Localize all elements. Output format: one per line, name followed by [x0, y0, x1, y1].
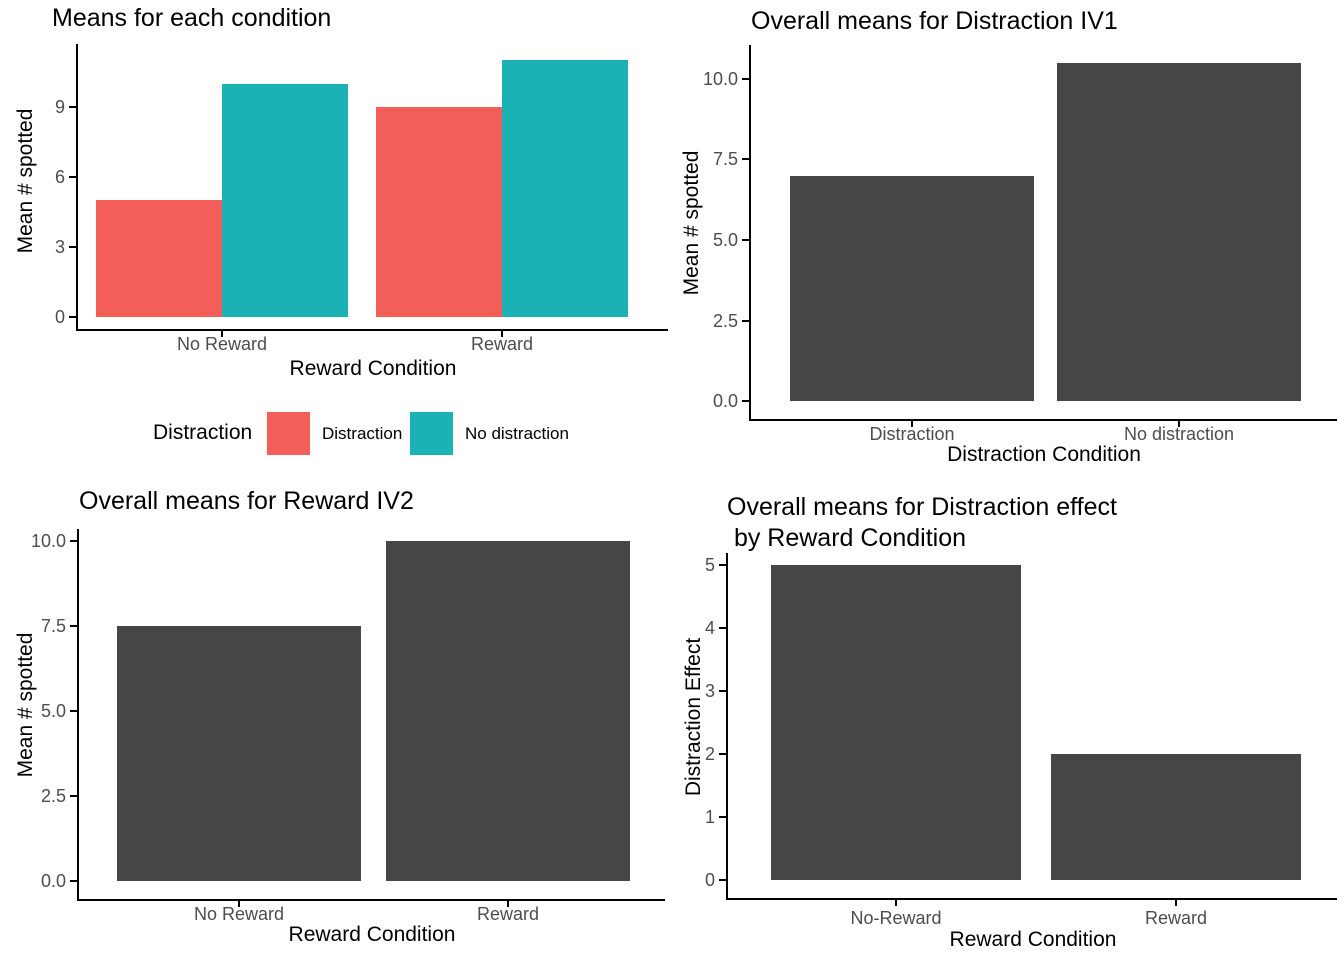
y-tick-label: 6 [54, 167, 65, 187]
y-tick-mark [719, 816, 726, 818]
panel-distraction-effect-by-reward: Overall means for Distraction effect by … [672, 480, 1344, 960]
y-tick-label: 4 [704, 618, 715, 638]
y-tick-mark [719, 690, 726, 692]
y-tick-label: 5.0 [712, 230, 738, 250]
y-tick-mark [742, 320, 749, 322]
x-tick-mark [507, 901, 509, 907]
plot-area: 0.0 2.5 5.0 7.5 10.0 Distraction No distractio… [672, 0, 1344, 480]
chart-title-line1: Overall means for Distraction effect [727, 493, 1117, 521]
bar-no-reward [117, 626, 361, 881]
bar-reward-distraction [376, 107, 502, 317]
x-tick-label: Reward [1144, 908, 1208, 928]
bar-no-reward-distraction [96, 200, 222, 317]
x-tick-label: No Reward [193, 904, 285, 924]
x-tick-mark [238, 901, 240, 907]
bar-distraction [790, 176, 1034, 401]
y-tick-mark [69, 316, 76, 318]
chart-title: Overall means for Reward IV2 [79, 487, 414, 515]
y-tick-label: 7.5 [40, 616, 66, 636]
chart-title-line2: by Reward Condition [727, 524, 967, 552]
y-tick-label: 3 [54, 237, 65, 257]
y-tick-label: 9 [54, 97, 65, 117]
x-axis-line [76, 329, 668, 331]
bar-reward-no-distraction [502, 60, 628, 317]
x-tick-mark [1178, 421, 1180, 427]
y-tick-mark [742, 239, 749, 241]
x-axis-line [77, 899, 665, 901]
y-tick-mark [742, 78, 749, 80]
x-axis-title: Reward Condition [949, 928, 1117, 951]
x-tick-mark [1175, 900, 1177, 906]
y-tick-label: 2.5 [40, 786, 66, 806]
x-tick-label: Reward [470, 334, 534, 354]
panel-overall-means-distraction-iv1: Overall means for Distraction IV1 Mean #… [672, 0, 1344, 480]
y-tick-label: 0.0 [40, 871, 66, 891]
y-tick-label: 0 [704, 870, 715, 890]
x-tick-mark [895, 900, 897, 906]
y-tick-mark [742, 400, 749, 402]
y-axis-line [77, 529, 79, 901]
x-axis-title: Distraction Condition [947, 443, 1141, 466]
y-tick-mark [70, 625, 77, 627]
y-tick-mark [69, 106, 76, 108]
y-tick-mark [719, 564, 726, 566]
x-tick-label: Reward [476, 904, 540, 924]
bar-no-reward-no-distraction [222, 84, 348, 317]
y-tick-mark [70, 880, 77, 882]
y-tick-mark [70, 710, 77, 712]
y-tick-label: 1 [704, 807, 715, 827]
y-tick-mark [69, 176, 76, 178]
x-tick-mark [221, 331, 223, 337]
y-axis-line [749, 45, 751, 421]
x-axis-title: Reward Condition [289, 357, 457, 380]
y-tick-label: 10.0 [30, 531, 66, 551]
x-tick-label: No Reward [176, 334, 268, 354]
y-tick-mark [69, 246, 76, 248]
bar-reward [386, 541, 630, 881]
bar-no-reward [771, 565, 1021, 880]
y-tick-mark [742, 158, 749, 160]
y-tick-label: 7.5 [712, 149, 738, 169]
plot-area: 0 1 2 3 4 5 No-Reward Reward [672, 480, 1344, 960]
x-tick-label: Distraction [869, 424, 955, 444]
y-tick-label: 0.0 [712, 391, 738, 411]
y-tick-mark [719, 627, 726, 629]
y-tick-mark [70, 795, 77, 797]
y-tick-label: 5 [704, 555, 715, 575]
x-tick-label: No distraction [1123, 424, 1235, 444]
y-tick-mark [719, 879, 726, 881]
x-axis-line [749, 419, 1337, 421]
panel-overall-means-reward-iv2: Overall means for Reward IV2 Mean # spot… [0, 480, 672, 960]
y-tick-label: 3 [704, 681, 715, 701]
y-tick-label: 5.0 [40, 701, 66, 721]
y-tick-mark [70, 540, 77, 542]
chart-title: Means for each condition [52, 4, 332, 32]
y-tick-label: 2 [704, 744, 715, 764]
x-tick-label: No-Reward [850, 908, 942, 928]
x-axis-title: Reward Condition [288, 923, 456, 946]
x-tick-mark [911, 421, 913, 427]
bar-reward [1051, 754, 1301, 880]
y-axis-line [726, 553, 728, 900]
x-tick-mark [501, 331, 503, 337]
x-axis-line [726, 898, 1337, 900]
plot-area: 0.0 2.5 5.0 7.5 10.0 No Reward Reward [0, 480, 672, 960]
y-tick-label: 0 [54, 307, 65, 327]
y-tick-label: 10.0 [702, 69, 738, 89]
panel-means-for-each-condition: Means for each condition Mean # spotted … [0, 0, 672, 480]
y-tick-label: 2.5 [712, 311, 738, 331]
plot-area: 0 3 6 9 No Reward Reward [0, 0, 672, 480]
bar-no-distraction [1057, 63, 1301, 401]
y-tick-mark [719, 753, 726, 755]
chart-title: Overall means for Distraction IV1 [751, 7, 1118, 35]
y-axis-line [76, 44, 78, 331]
